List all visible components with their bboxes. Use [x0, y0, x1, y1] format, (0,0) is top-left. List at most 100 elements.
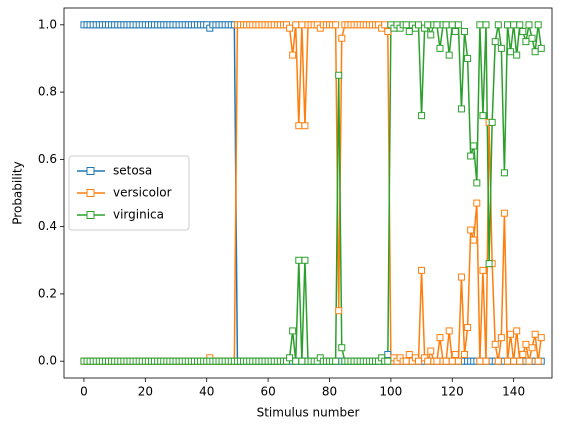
data-point	[442, 357, 450, 365]
data-point	[335, 307, 343, 315]
y-tick-label: 0.2	[38, 286, 57, 300]
data-point	[476, 357, 484, 365]
x-tick-label: 40	[199, 385, 214, 399]
x-tick-label: 140	[502, 385, 525, 399]
plot-frame	[63, 7, 553, 379]
data-point	[433, 357, 441, 365]
data-point	[286, 24, 294, 32]
data-point	[534, 357, 542, 365]
data-point	[436, 44, 444, 52]
data-point	[448, 357, 456, 365]
x-tick-label: 120	[441, 385, 464, 399]
data-point	[476, 21, 484, 29]
data-point	[384, 350, 392, 358]
data-point	[497, 44, 505, 52]
data-point	[522, 340, 530, 348]
data-point	[301, 256, 309, 264]
data-point	[473, 179, 481, 187]
data-point	[292, 21, 300, 29]
data-point	[402, 357, 410, 365]
data-point	[405, 28, 413, 36]
legend-label: virginica	[113, 208, 164, 222]
legend-box	[68, 155, 190, 231]
data-point	[537, 44, 545, 52]
data-point	[289, 327, 297, 335]
data-point	[507, 48, 515, 56]
data-point	[298, 357, 306, 365]
data-point	[522, 38, 530, 46]
data-point	[298, 21, 306, 29]
data-point	[335, 71, 343, 79]
legend-marker	[86, 211, 95, 219]
data-point	[491, 340, 499, 348]
data-point	[494, 21, 502, 29]
data-point	[528, 34, 536, 42]
data-point	[494, 357, 502, 365]
data-point	[525, 21, 533, 29]
data-point	[338, 344, 346, 352]
data-point	[482, 357, 490, 365]
data-point	[537, 334, 545, 342]
data-point	[301, 122, 309, 130]
data-point	[402, 21, 410, 29]
x-tick-label: 0	[80, 385, 88, 399]
data-point	[286, 354, 294, 362]
data-point	[381, 21, 389, 29]
legend-label: versicolor	[113, 186, 172, 200]
data-point	[384, 357, 392, 365]
y-tick-label: 0.4	[38, 219, 57, 233]
data-point	[427, 31, 435, 39]
data-point	[467, 152, 475, 160]
data-point	[295, 256, 303, 264]
data-point	[470, 236, 478, 244]
data-point	[424, 357, 432, 365]
legend-label: setosa	[113, 164, 152, 178]
data-point	[405, 350, 413, 358]
data-point	[488, 118, 496, 126]
data-point	[531, 48, 539, 56]
data-point	[414, 21, 422, 29]
data-point	[442, 21, 450, 29]
data-point	[445, 327, 453, 335]
data-point	[519, 28, 527, 36]
data-point	[445, 51, 453, 59]
data-point	[503, 21, 511, 29]
data-point	[384, 28, 392, 36]
y-tick-label: 0.6	[38, 152, 57, 166]
data-point	[516, 357, 524, 365]
x-tick-label: 20	[138, 385, 153, 399]
legend-marker	[86, 167, 95, 175]
data-point	[500, 209, 508, 217]
y-axis-label: Probability	[11, 161, 25, 224]
data-point	[528, 344, 536, 352]
data-point	[491, 38, 499, 46]
data-point	[510, 21, 518, 29]
data-point	[513, 51, 521, 59]
legend: setosa versicolor virginica	[68, 155, 190, 231]
data-point	[454, 21, 462, 29]
data-point	[467, 226, 475, 234]
data-point	[418, 266, 426, 274]
data-point	[451, 28, 459, 36]
y-tick-label: 0.0	[38, 354, 57, 368]
data-point	[464, 54, 472, 62]
data-point	[454, 357, 462, 365]
data-point	[436, 334, 444, 342]
data-point	[424, 21, 432, 29]
data-point	[295, 122, 303, 130]
y-tick-label: 0.8	[38, 85, 57, 99]
data-point	[448, 21, 456, 29]
data-point	[464, 324, 472, 332]
data-point	[473, 199, 481, 207]
data-point	[500, 169, 508, 177]
x-tick-label: 60	[260, 385, 275, 399]
data-point	[451, 350, 459, 358]
data-point	[289, 51, 297, 59]
data-point	[516, 21, 524, 29]
data-point	[531, 330, 539, 338]
data-point	[292, 357, 300, 365]
data-point	[485, 260, 493, 268]
data-point	[427, 347, 435, 355]
data-point	[461, 350, 469, 358]
data-point	[525, 357, 533, 365]
